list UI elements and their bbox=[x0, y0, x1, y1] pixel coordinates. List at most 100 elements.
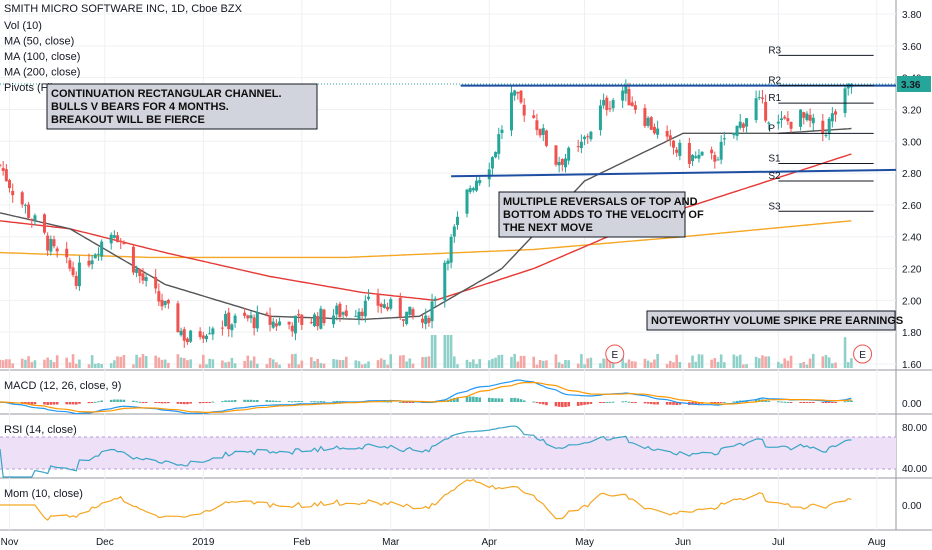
x-tick-label: Mar bbox=[382, 537, 400, 548]
candle-body bbox=[357, 311, 361, 320]
volume-bar bbox=[535, 364, 539, 368]
volume-bar bbox=[256, 363, 259, 368]
macd-hist-bar bbox=[789, 402, 793, 403]
macd-hist-bar bbox=[580, 402, 583, 406]
volume-bar bbox=[265, 364, 269, 368]
candle-body bbox=[90, 260, 94, 265]
candle-body bbox=[754, 98, 758, 121]
annotation-reversals-line: BOTTOM ADDS TO THE VELOCITY OF bbox=[503, 209, 704, 221]
candle-body bbox=[478, 180, 482, 184]
candle-body bbox=[443, 262, 447, 301]
candle-body bbox=[643, 108, 647, 127]
candle-body bbox=[824, 134, 828, 136]
candle-body bbox=[621, 90, 625, 101]
candle-body bbox=[131, 246, 135, 273]
volume-bar bbox=[8, 359, 11, 368]
macd-hist-bar bbox=[179, 402, 183, 404]
volume-bar bbox=[697, 354, 701, 368]
earnings-marker-circle bbox=[853, 344, 873, 364]
candle-body bbox=[316, 316, 320, 327]
volume-bar bbox=[497, 355, 501, 368]
volume-bar bbox=[398, 355, 402, 368]
macd-hist-bar bbox=[287, 401, 291, 403]
volume-bar bbox=[522, 355, 526, 368]
macd-hist-bar bbox=[538, 402, 542, 404]
volume-bar bbox=[360, 364, 364, 368]
volume-bar bbox=[290, 354, 294, 368]
volume-bar bbox=[630, 361, 634, 368]
macd-hist-bar bbox=[198, 402, 202, 404]
macd-hist-bar bbox=[135, 401, 138, 403]
candle-body bbox=[274, 323, 278, 327]
macd-hist-bar bbox=[271, 400, 275, 402]
macd-hist-bar bbox=[472, 396, 475, 402]
candle-body bbox=[656, 128, 660, 135]
volume-bar bbox=[109, 363, 113, 368]
candle-body bbox=[678, 142, 682, 156]
candle-body bbox=[30, 218, 34, 221]
volume-bar bbox=[430, 335, 434, 368]
candle-body bbox=[379, 303, 383, 307]
candle-body bbox=[624, 85, 628, 94]
rsi-tick: 80.00 bbox=[902, 423, 927, 434]
candle-body bbox=[649, 117, 653, 130]
candle-body bbox=[745, 118, 749, 127]
mom-tick: 0.00 bbox=[902, 501, 922, 512]
rsi-line bbox=[0, 425, 852, 478]
volume-bar bbox=[805, 364, 809, 368]
macd-hist-bar bbox=[290, 401, 294, 403]
macd-hist-bar bbox=[227, 400, 231, 402]
candle-body bbox=[87, 260, 91, 266]
macd-hist-bar bbox=[754, 399, 758, 402]
macd-hist-bar bbox=[46, 402, 49, 405]
volume-bar bbox=[389, 354, 393, 368]
y-tick-label: 3.00 bbox=[902, 137, 922, 148]
candle-body bbox=[611, 100, 615, 109]
pivot-label-r2: R2 bbox=[768, 76, 781, 87]
macd-hist-bar bbox=[605, 401, 609, 403]
volume-bar bbox=[646, 360, 650, 368]
macd-hist-bar bbox=[246, 399, 250, 402]
pivot-label-s3: S3 bbox=[768, 201, 781, 212]
volume-bar bbox=[119, 356, 123, 368]
macd-hist-bar bbox=[554, 402, 558, 407]
candle-body bbox=[255, 312, 259, 329]
rsi-band bbox=[0, 437, 896, 469]
macd-hist-bar bbox=[783, 401, 786, 403]
volume-bar bbox=[246, 355, 250, 368]
volume-bar bbox=[433, 335, 437, 368]
ma200-line bbox=[0, 220, 852, 259]
macd-hist-bar bbox=[65, 402, 69, 405]
macd-hist-bar bbox=[189, 402, 192, 404]
macd-hist-bar bbox=[780, 401, 783, 403]
macd-hist-bar bbox=[319, 401, 323, 403]
macd-hist-bar bbox=[608, 401, 612, 403]
earnings-marker-circle bbox=[605, 344, 625, 364]
candle-body bbox=[757, 97, 761, 99]
x-tick-label: Jun bbox=[675, 537, 691, 548]
volume-bar bbox=[824, 355, 828, 368]
volume-bar bbox=[541, 360, 545, 368]
volume-bar bbox=[386, 364, 389, 368]
macd-hist-bar bbox=[265, 400, 269, 402]
candle-body bbox=[68, 260, 72, 269]
volume-bar bbox=[675, 354, 678, 368]
y-tick-label: 3.20 bbox=[902, 105, 922, 116]
candle-body bbox=[11, 190, 15, 196]
volume-bar bbox=[761, 355, 764, 368]
y-tick-label: 2.00 bbox=[902, 296, 922, 307]
x-tick-label: Feb bbox=[293, 537, 311, 548]
volume-bar bbox=[5, 359, 8, 368]
candle-body bbox=[344, 310, 348, 316]
macd-hist-bar bbox=[694, 402, 698, 405]
volume-bar bbox=[46, 357, 49, 368]
candle-body bbox=[687, 142, 691, 164]
candle-body bbox=[487, 169, 491, 180]
x-tick-label: Dec bbox=[96, 537, 114, 548]
volume-bar bbox=[94, 363, 97, 368]
candle-body bbox=[233, 315, 237, 324]
earnings-marker: E bbox=[859, 350, 866, 361]
candle-body bbox=[363, 300, 367, 317]
candle-body bbox=[691, 154, 695, 162]
